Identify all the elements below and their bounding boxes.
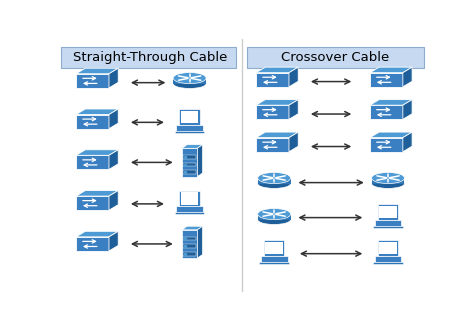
Ellipse shape — [258, 215, 291, 224]
Polygon shape — [76, 68, 118, 74]
Polygon shape — [182, 148, 197, 176]
Polygon shape — [181, 192, 199, 205]
FancyBboxPatch shape — [183, 244, 196, 248]
Polygon shape — [379, 206, 397, 218]
Polygon shape — [76, 109, 118, 114]
Polygon shape — [261, 256, 288, 262]
Polygon shape — [372, 178, 404, 184]
Text: Straight-Through Cable: Straight-Through Cable — [73, 51, 227, 64]
Polygon shape — [76, 196, 109, 210]
Polygon shape — [378, 204, 398, 220]
Polygon shape — [379, 242, 397, 255]
Polygon shape — [176, 125, 203, 131]
Ellipse shape — [173, 79, 206, 89]
Polygon shape — [370, 100, 412, 105]
Polygon shape — [259, 262, 289, 264]
Polygon shape — [370, 73, 403, 87]
Polygon shape — [76, 237, 109, 251]
Polygon shape — [109, 109, 118, 129]
Polygon shape — [179, 191, 200, 206]
FancyBboxPatch shape — [183, 236, 196, 240]
FancyBboxPatch shape — [183, 155, 196, 159]
Polygon shape — [258, 178, 291, 184]
Polygon shape — [109, 191, 118, 210]
Polygon shape — [76, 191, 118, 196]
Polygon shape — [109, 68, 118, 88]
Ellipse shape — [258, 173, 291, 184]
Polygon shape — [182, 230, 197, 258]
Polygon shape — [197, 145, 202, 176]
Text: Crossover Cable: Crossover Cable — [281, 51, 389, 64]
Polygon shape — [179, 109, 200, 125]
FancyBboxPatch shape — [183, 252, 196, 256]
Polygon shape — [256, 67, 298, 73]
FancyBboxPatch shape — [61, 47, 236, 68]
Polygon shape — [256, 100, 298, 105]
Polygon shape — [173, 78, 206, 84]
Ellipse shape — [258, 209, 291, 220]
Polygon shape — [175, 212, 204, 214]
Polygon shape — [76, 74, 109, 88]
Polygon shape — [374, 262, 403, 264]
Polygon shape — [264, 240, 284, 256]
Ellipse shape — [173, 72, 206, 84]
Polygon shape — [176, 206, 203, 212]
Polygon shape — [175, 131, 204, 133]
Polygon shape — [289, 100, 298, 119]
Polygon shape — [76, 231, 118, 237]
Polygon shape — [374, 256, 401, 262]
Polygon shape — [181, 111, 199, 123]
Polygon shape — [370, 105, 403, 119]
Polygon shape — [182, 226, 202, 230]
Polygon shape — [197, 226, 202, 258]
Polygon shape — [109, 150, 118, 170]
Polygon shape — [403, 100, 412, 119]
Polygon shape — [256, 73, 289, 87]
Polygon shape — [256, 138, 289, 152]
Polygon shape — [403, 67, 412, 87]
Polygon shape — [374, 226, 403, 228]
Polygon shape — [76, 114, 109, 129]
Polygon shape — [182, 145, 202, 148]
FancyBboxPatch shape — [183, 170, 196, 174]
Polygon shape — [76, 155, 109, 170]
Ellipse shape — [258, 179, 291, 188]
Polygon shape — [378, 240, 398, 256]
Polygon shape — [76, 150, 118, 155]
Polygon shape — [374, 220, 401, 226]
Polygon shape — [370, 132, 412, 138]
Ellipse shape — [372, 173, 404, 184]
Polygon shape — [370, 67, 412, 73]
Polygon shape — [256, 105, 289, 119]
FancyBboxPatch shape — [246, 47, 424, 68]
Polygon shape — [258, 214, 291, 220]
Polygon shape — [256, 132, 298, 138]
Polygon shape — [289, 67, 298, 87]
Ellipse shape — [372, 179, 404, 188]
Polygon shape — [370, 138, 403, 152]
FancyBboxPatch shape — [183, 163, 196, 166]
Polygon shape — [109, 231, 118, 251]
Polygon shape — [289, 132, 298, 152]
Polygon shape — [265, 242, 283, 255]
Polygon shape — [403, 132, 412, 152]
